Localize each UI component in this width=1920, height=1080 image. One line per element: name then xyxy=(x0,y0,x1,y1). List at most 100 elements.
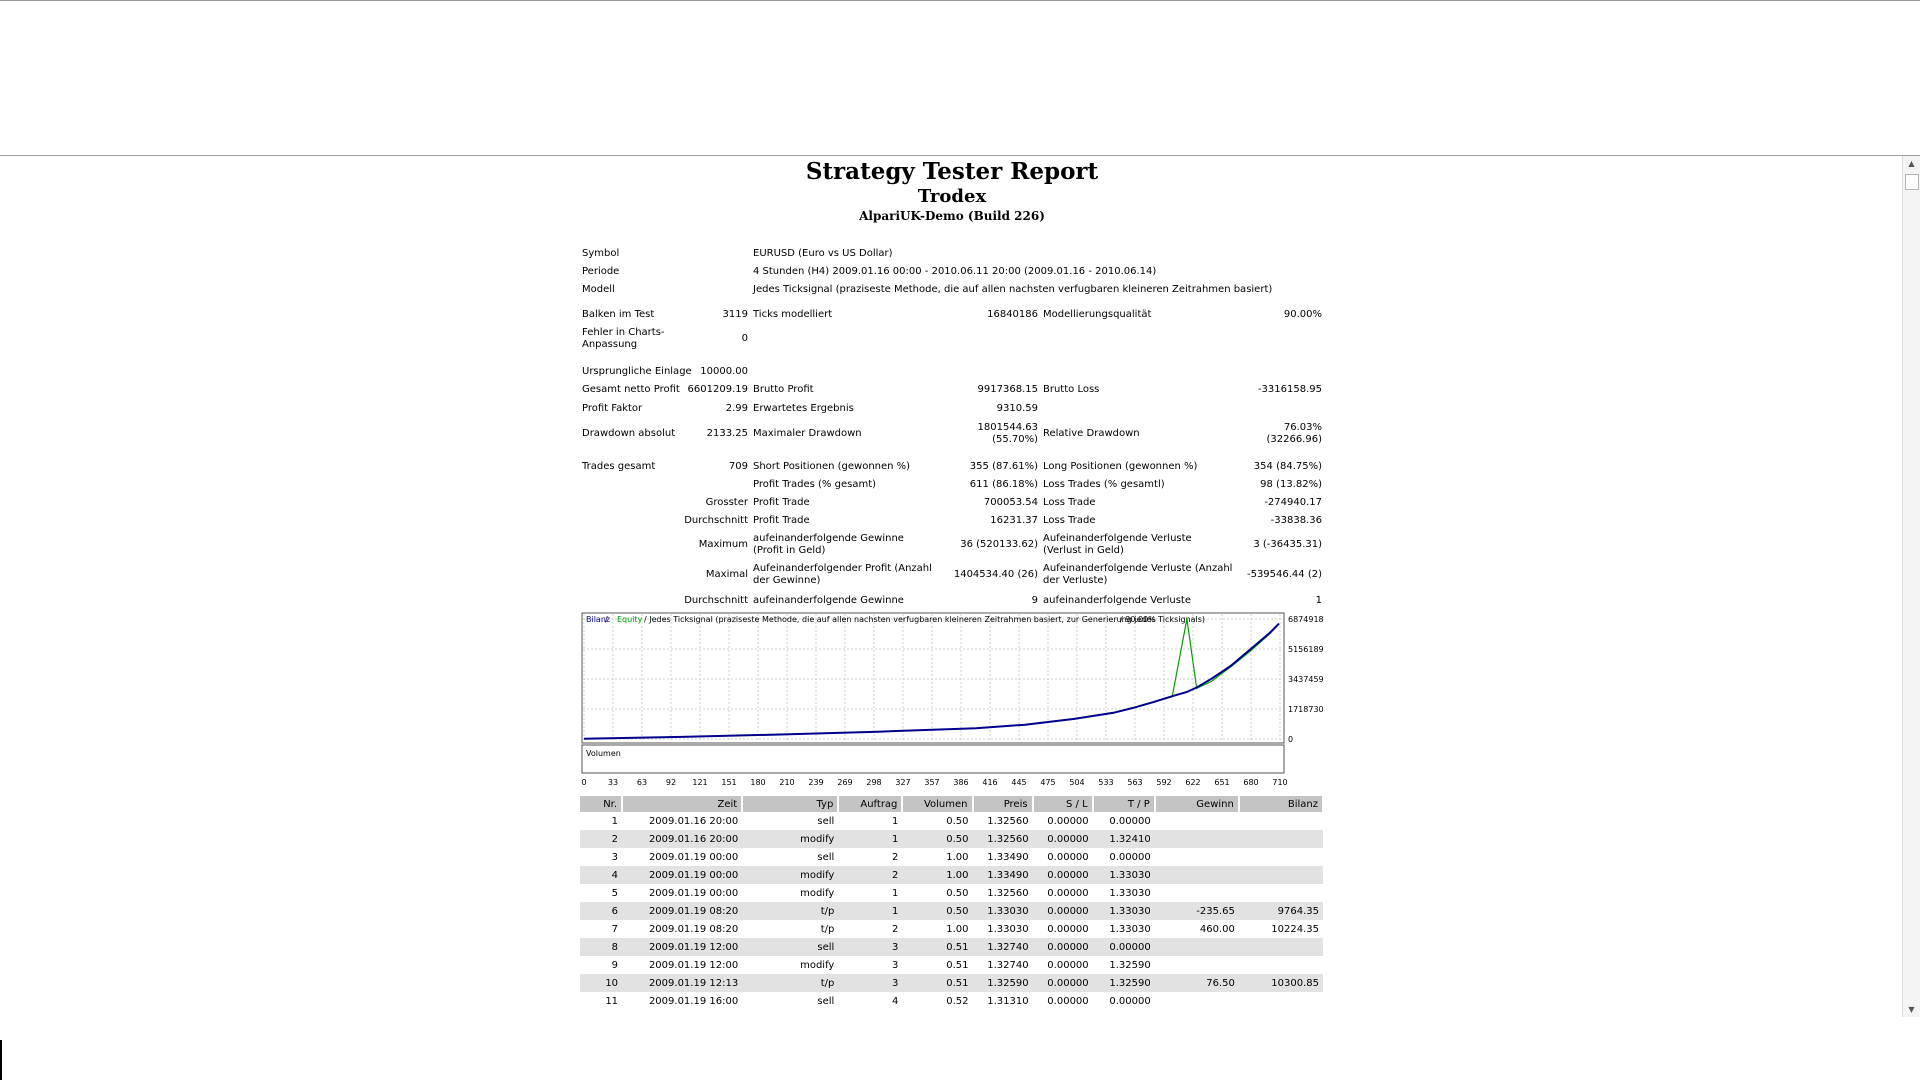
table-cell: 1.33030 xyxy=(972,902,1033,920)
table-cell: 7 xyxy=(611,923,619,935)
table-cell: 6 xyxy=(580,902,623,920)
report-title: Strategy Tester Report xyxy=(805,158,1099,185)
table-cell: 1.31310 xyxy=(987,995,1029,1007)
x-tick-label: 651 xyxy=(1214,778,1229,787)
x-tick-label: 386 xyxy=(953,778,968,787)
long-positions-label: Long Positionen (gewonnen %) xyxy=(1043,461,1198,472)
profit-trades-label: Profit Trades (% gesamt) xyxy=(753,479,877,490)
x-tick-label: 416 xyxy=(982,778,997,787)
table-cell: 2009.01.19 12:13 xyxy=(622,974,743,992)
trades-header-row: Nr. Zeit Typ Auftrag Volumen Preis S / L… xyxy=(580,796,1325,812)
table-cell: 1.33030 xyxy=(1109,887,1151,899)
col-header-balance: Bilanz xyxy=(1238,796,1325,812)
y-tick-label: 5156189 xyxy=(1288,645,1324,654)
maximal-loss-label: Aufeinanderfolgende Verluste (Anzahl der… xyxy=(1043,563,1233,586)
table-cell: 1.00 xyxy=(946,851,969,863)
table-cell: 1 xyxy=(838,830,903,848)
scroll-up-arrow-icon[interactable]: ▲ xyxy=(1908,159,1915,168)
table-row: 5 2009.01.19 00:00 modify 1 0.50 1.32560 0.000… xyxy=(580,884,1323,902)
table-cell xyxy=(1239,848,1323,866)
window-bottom-area xyxy=(0,1017,1920,1080)
model-label: Modell xyxy=(582,284,615,295)
x-tick-label: 121 xyxy=(692,778,707,787)
table-row: 7 2009.01.19 08:20 t/p 2 1.00 1.33030 0.00000 1… xyxy=(580,920,1323,938)
table-cell: 4 xyxy=(580,866,623,884)
table-cell: 1.32560 xyxy=(972,830,1033,848)
table-cell: 0.00000 xyxy=(1047,815,1089,827)
table-cell: 10 xyxy=(580,974,623,992)
table-cell: 1 xyxy=(892,887,899,899)
table-cell: sell xyxy=(742,938,839,956)
col-header-volume: Volumen xyxy=(902,796,974,812)
table-cell: 1.32560 xyxy=(987,815,1029,827)
table-cell: 1.32560 xyxy=(987,887,1029,899)
x-tick-label: 680 xyxy=(1243,778,1258,787)
average2-label: Durchschnitt xyxy=(684,595,748,606)
model-value: Jedes Ticksignal (praziseste Methode, di… xyxy=(753,284,1273,295)
table-cell: 1.32590 xyxy=(972,974,1033,992)
table-row: 10 2009.01.19 12:13 t/p 3 0.51 1.32590 0.00000… xyxy=(580,974,1323,992)
table-cell: 1.32590 xyxy=(1092,974,1155,992)
short-positions-value: 355 (87.61%) xyxy=(969,461,1038,472)
col-header-profit: Gewinn xyxy=(1154,796,1240,812)
x-tick-label: 592 xyxy=(1156,778,1171,787)
gross-loss-value: -3316158.95 xyxy=(1257,384,1322,395)
table-cell: 11 xyxy=(605,995,619,1007)
rel-drawdown-label: Relative Drawdown xyxy=(1043,428,1140,439)
maximal-profit-label: Aufeinanderfolgender Profit (Anzahl der … xyxy=(753,563,932,586)
table-cell: 0.52 xyxy=(946,995,969,1007)
avg-consec-losses-value: 1 xyxy=(1315,595,1322,606)
table-cell: 0.51 xyxy=(902,938,973,956)
x-tick-label: 563 xyxy=(1127,778,1142,787)
abs-drawdown-label: Drawdown absolut xyxy=(582,428,676,439)
col-header-type: Typ xyxy=(742,796,840,812)
table-cell xyxy=(1155,992,1239,1010)
table-row: 4 2009.01.19 00:00 modify 2 1.00 1.33490 0.000… xyxy=(580,866,1323,884)
table-cell xyxy=(1155,812,1239,830)
table-cell: 0.00000 xyxy=(1092,938,1155,956)
table-cell xyxy=(1238,866,1323,884)
scroll-down-arrow-icon[interactable]: ▼ xyxy=(1908,1005,1915,1014)
table-cell: 2009.01.19 00:00 xyxy=(648,887,739,899)
x-tick-label: 475 xyxy=(1040,778,1055,787)
balance-chart: Bilanz / Equity / Jedes Ticksignal (praz… xyxy=(580,611,1324,791)
max-consec-losses-value: 3 (-36435.31) xyxy=(1253,539,1322,550)
legend-description: / Jedes Ticksignal (praziseste Methode, … xyxy=(644,615,1205,624)
table-cell xyxy=(1154,830,1239,848)
report-viewer-pane[interactable]: Strategy Tester Report Trodex AlpariUK-D… xyxy=(0,155,1920,1019)
x-tick-label: 0 xyxy=(581,778,586,787)
table-cell: modify xyxy=(800,959,835,971)
table-cell: modify xyxy=(742,866,839,884)
average-loss-value: -33838.36 xyxy=(1270,515,1322,526)
y-tick-label: 0 xyxy=(1288,735,1293,744)
quality-value: 90.00% xyxy=(1283,309,1322,320)
table-cell: 2009.01.19 00:00 xyxy=(622,866,743,884)
gross-profit-value: 9917368.15 xyxy=(977,384,1038,395)
table-cell xyxy=(1155,884,1239,902)
average-loss-label: Loss Trade xyxy=(1043,515,1096,526)
table-cell xyxy=(1238,938,1323,956)
bars-value: 3119 xyxy=(722,309,748,320)
col-header-price: Preis xyxy=(972,796,1034,812)
table-row: 1 2009.01.16 20:00 sell 1 0.50 1.32560 0.00000… xyxy=(580,812,1323,830)
scrollbar-thumb[interactable] xyxy=(1905,174,1919,190)
table-cell: 0.50 xyxy=(946,815,969,827)
table-cell: 10300.85 xyxy=(1238,974,1323,992)
y-tick-label: 6874918 xyxy=(1288,615,1324,624)
total-trades-label: Trades gesamt xyxy=(582,461,656,472)
avg-consec-wins-value: 9 xyxy=(1031,595,1038,606)
table-cell: 1.33030 xyxy=(987,923,1029,935)
table-cell: 0.00000 xyxy=(1109,851,1151,863)
table-cell: 2009.01.19 16:00 xyxy=(648,995,739,1007)
table-cell xyxy=(1155,848,1239,866)
table-cell: 0.00000 xyxy=(1032,974,1093,992)
table-cell: 3 xyxy=(892,959,899,971)
table-cell: 1.33030 xyxy=(1109,923,1151,935)
bars-label: Balken im Test xyxy=(582,309,655,320)
net-profit-label: Gesamt netto Profit xyxy=(582,384,680,395)
vertical-scrollbar[interactable]: ▲ ▼ xyxy=(1902,156,1920,1018)
table-cell: 1 xyxy=(838,902,903,920)
table-cell: 10224.35 xyxy=(1271,923,1319,935)
total-trades-value: 709 xyxy=(728,461,748,472)
table-cell: 0.00000 xyxy=(1047,887,1089,899)
